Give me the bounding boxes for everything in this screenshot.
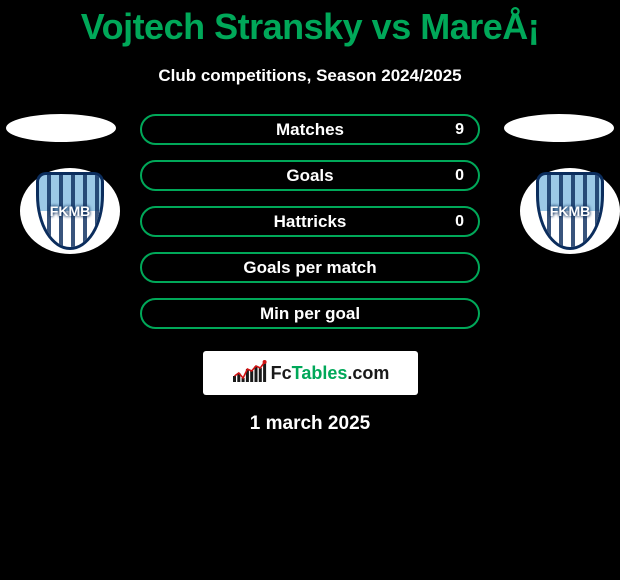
date-text: 1 march 2025 bbox=[0, 413, 620, 435]
player-left-ellipse bbox=[6, 114, 116, 142]
stat-value: 0 bbox=[455, 167, 464, 185]
player-left-club-logo: FKMB bbox=[20, 168, 120, 254]
brand-chart-icon bbox=[231, 358, 267, 389]
stat-label: Goals bbox=[286, 166, 333, 186]
stat-value: 0 bbox=[455, 213, 464, 231]
player-right-club-logo: FKMB bbox=[520, 168, 620, 254]
club-badge-text-left: FKMB bbox=[50, 203, 90, 219]
page-title: Vojtech Stransky vs MareÅ¡ bbox=[0, 0, 620, 48]
club-badge-text-right: FKMB bbox=[550, 203, 590, 219]
player-right-ellipse bbox=[504, 114, 614, 142]
brand-text: FcTables.com bbox=[271, 363, 390, 384]
club-badge-right: FKMB bbox=[536, 172, 604, 250]
stat-value: 9 bbox=[455, 121, 464, 139]
brand-part1: Fc bbox=[271, 363, 292, 383]
stat-bars: Matches 9 Goals 0 Hattricks 0 Goals per match M… bbox=[140, 114, 480, 329]
brand-part2: Tables bbox=[292, 363, 348, 383]
club-badge-left: FKMB bbox=[36, 172, 104, 250]
stat-bar: Goals per match bbox=[140, 252, 480, 283]
stat-label: Hattricks bbox=[274, 212, 347, 232]
subtitle: Club competitions, Season 2024/2025 bbox=[0, 66, 620, 86]
stat-bar: Min per goal bbox=[140, 298, 480, 329]
stat-label: Min per goal bbox=[260, 304, 360, 324]
stat-label: Matches bbox=[276, 120, 344, 140]
brand-part3: .com bbox=[347, 363, 389, 383]
brand-logo-box: FcTables.com bbox=[203, 351, 418, 395]
stat-bar: Matches 9 bbox=[140, 114, 480, 145]
comparison-panel: FKMB FKMB Matches9Goals0Hattricks0Goals … bbox=[0, 114, 620, 435]
stat-bar: Goals 0 bbox=[140, 160, 480, 191]
stat-bar: Hattricks 0 bbox=[140, 206, 480, 237]
stat-label: Goals per match bbox=[243, 258, 376, 278]
